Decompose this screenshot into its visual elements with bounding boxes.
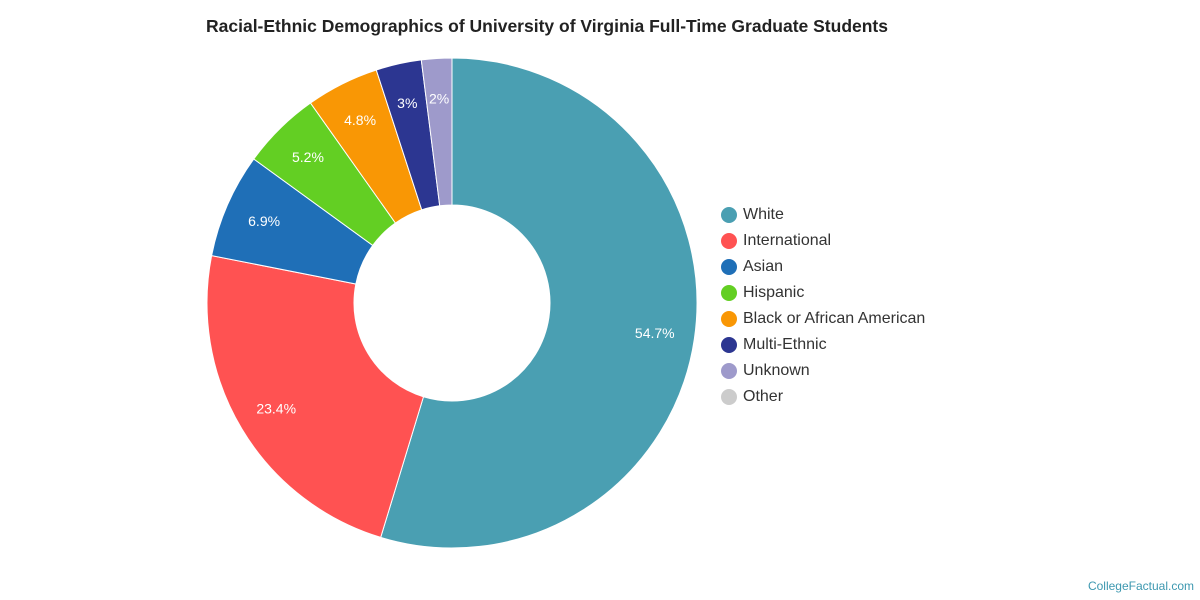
legend-label: Black or African American	[743, 310, 926, 327]
legend-label: International	[743, 232, 832, 249]
legend-label: Hispanic	[743, 284, 805, 301]
slice-unknown[interactable]	[420, 57, 453, 207]
legend-item-other[interactable]: Other	[721, 384, 925, 410]
slice-label-asian: 6.9%	[248, 213, 280, 229]
slice-label-black-or-african-american: 4.8%	[344, 112, 376, 128]
slice-label-unknown: 2%	[429, 90, 449, 106]
slice-label-hispanic: 5.2%	[292, 149, 324, 165]
legend-item-asian[interactable]: Asian	[721, 254, 925, 280]
slice-white[interactable]	[380, 57, 698, 549]
legend-item-international[interactable]: International	[721, 228, 925, 254]
legend-swatch	[721, 337, 737, 353]
legend-label: Asian	[743, 258, 784, 275]
legend-item-unknown[interactable]: Unknown	[721, 358, 925, 384]
legend-label: Multi-Ethnic	[743, 336, 827, 353]
legend: White International Asian Hispanic Black or …	[721, 202, 925, 410]
slice-label-international: 23.4%	[256, 400, 296, 416]
legend-swatch	[721, 285, 737, 301]
legend-swatch	[721, 259, 737, 275]
legend-item-black-or-african-american[interactable]: Black or African American	[721, 306, 925, 332]
legend-swatch	[721, 363, 737, 379]
watermark: CollegeFactual.com	[1087, 579, 1194, 593]
legend-item-multi-ethnic[interactable]: Multi-Ethnic	[721, 332, 925, 358]
slice-label-white: 54.7%	[635, 325, 675, 341]
donut-slices	[206, 57, 698, 549]
slice-international[interactable]	[206, 254, 425, 539]
legend-label: White	[743, 206, 784, 223]
legend-swatch	[721, 233, 737, 249]
legend-swatch	[721, 311, 737, 327]
legend-item-white[interactable]: White	[721, 202, 925, 228]
chart-title: Racial-Ethnic Demographics of University…	[206, 16, 888, 36]
legend-item-hispanic[interactable]: Hispanic	[721, 280, 925, 306]
legend-label: Unknown	[743, 362, 810, 379]
slice-label-multi-ethnic: 3%	[397, 95, 417, 111]
legend-label: Other	[743, 388, 784, 405]
donut-slice-labels: 54.7% 23.4% 6.9% 5.2% 4.8% 3% 2%	[248, 90, 674, 416]
legend-swatch	[721, 207, 737, 223]
legend-swatch	[721, 389, 737, 405]
